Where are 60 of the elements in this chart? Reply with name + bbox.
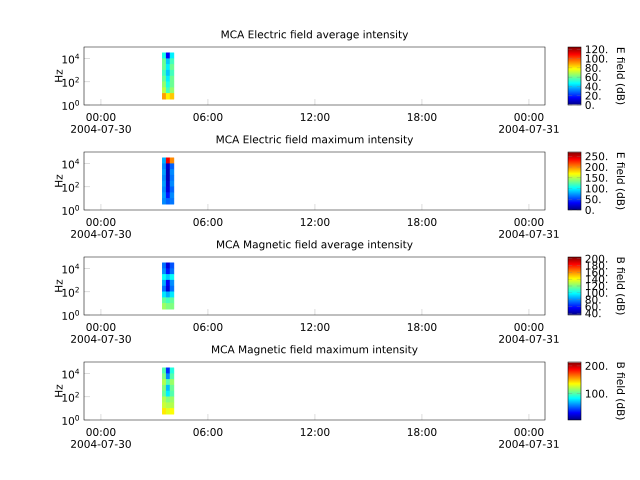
y-tick-label: 10$^{0}$ (62, 415, 80, 425)
x-tick-label: 06:00 (193, 218, 222, 226)
x-tick-label: 06:00 (193, 323, 222, 331)
color-bar-title: E field (dB) (616, 48, 625, 104)
x-tick-label: 18:00 (408, 113, 436, 121)
color-bar-label: 100. (586, 184, 608, 193)
x-tick-label: 00:00 2004-07-30 (71, 323, 131, 343)
y-axis-title: Hz (54, 70, 63, 82)
x-tick-label: 12:00 (300, 323, 330, 331)
x-tick-label: 00:00 2004-07-30 (71, 218, 131, 238)
color-bar-label: 40. (585, 82, 600, 90)
x-tick-label: 18:00 (408, 428, 436, 436)
color-bar-label: 20. (586, 92, 600, 100)
y-tick-label: 10$^{2}$ (62, 182, 79, 192)
y-tick-label: 10$^{2}$ (62, 392, 79, 402)
y-tick-label: 10$^{2}$ (62, 76, 79, 87)
x-tick-label: 12:00 (300, 428, 330, 436)
x-tick-label: 00:00 2004-07-30 (71, 428, 131, 448)
y-tick-label: 10$^{4}$ (62, 54, 80, 64)
color-bar-title: E field (dB) (616, 152, 625, 210)
x-tick-label: 00:00 2004-07-31 (499, 428, 559, 448)
y-tick-label: 10$^{0}$ (62, 205, 80, 215)
y-tick-label: 10$^{0}$ (62, 310, 80, 320)
color-bar-title: B field (dB) (616, 258, 625, 315)
chart-title: MCA Electric field maximum intensity (216, 135, 414, 146)
x-tick-label: 00:00 2004-07-31 (499, 218, 559, 238)
x-tick-label: 18:00 (408, 218, 436, 226)
x-tick-label: 18:00 (408, 323, 436, 331)
color-bar-label: 120. (586, 45, 608, 54)
color-bar-label: 60. (586, 73, 600, 82)
y-tick-label: 10$^{4}$ (62, 264, 80, 274)
x-tick-label: 00:00 2004-07-31 (499, 323, 559, 343)
chart-title: MCA Electric field average intensity (222, 30, 408, 40)
y-tick-label: 10$^{2}$ (62, 286, 79, 297)
x-tick-label: 12:00 (300, 113, 330, 121)
color-bar-label: 80. (586, 64, 600, 72)
x-tick-label: 06:00 (193, 428, 222, 436)
x-tick-label: 00:00 2004-07-30 (71, 113, 131, 133)
color-bar-label: 200. (586, 163, 608, 172)
color-bar-title: B field (dB) (616, 362, 625, 420)
y-axis-title: Hz (54, 280, 63, 292)
y-tick-label: 10$^{0}$ (62, 100, 80, 110)
color-bar-label: 40. (585, 309, 600, 318)
y-axis-title: Hz (54, 384, 63, 397)
color-bar-label: 100. (586, 390, 608, 398)
y-tick-label: 10$^{4}$ (62, 158, 80, 168)
color-bar-label: 200. (586, 362, 608, 370)
x-tick-label: 00:00 2004-07-31 (499, 113, 559, 133)
color-bar-label: 250. (586, 152, 608, 160)
x-tick-label: 12:00 (300, 218, 330, 226)
color-bar-label: 0. (586, 101, 594, 109)
color-bar-label: 100. (586, 54, 608, 63)
color-bar-label: 0. (586, 206, 594, 214)
chart-title: MCA Magnetic field average intensity (217, 240, 413, 250)
y-axis-title: Hz (54, 174, 63, 187)
x-tick-label: 06:00 (193, 113, 222, 121)
color-bar-label: 150. (586, 174, 608, 182)
y-tick-label: 10$^{4}$ (62, 368, 80, 378)
color-bar-label: 50. (586, 195, 600, 204)
chart-title: MCA Magnetic field maximum intensity (212, 345, 418, 356)
